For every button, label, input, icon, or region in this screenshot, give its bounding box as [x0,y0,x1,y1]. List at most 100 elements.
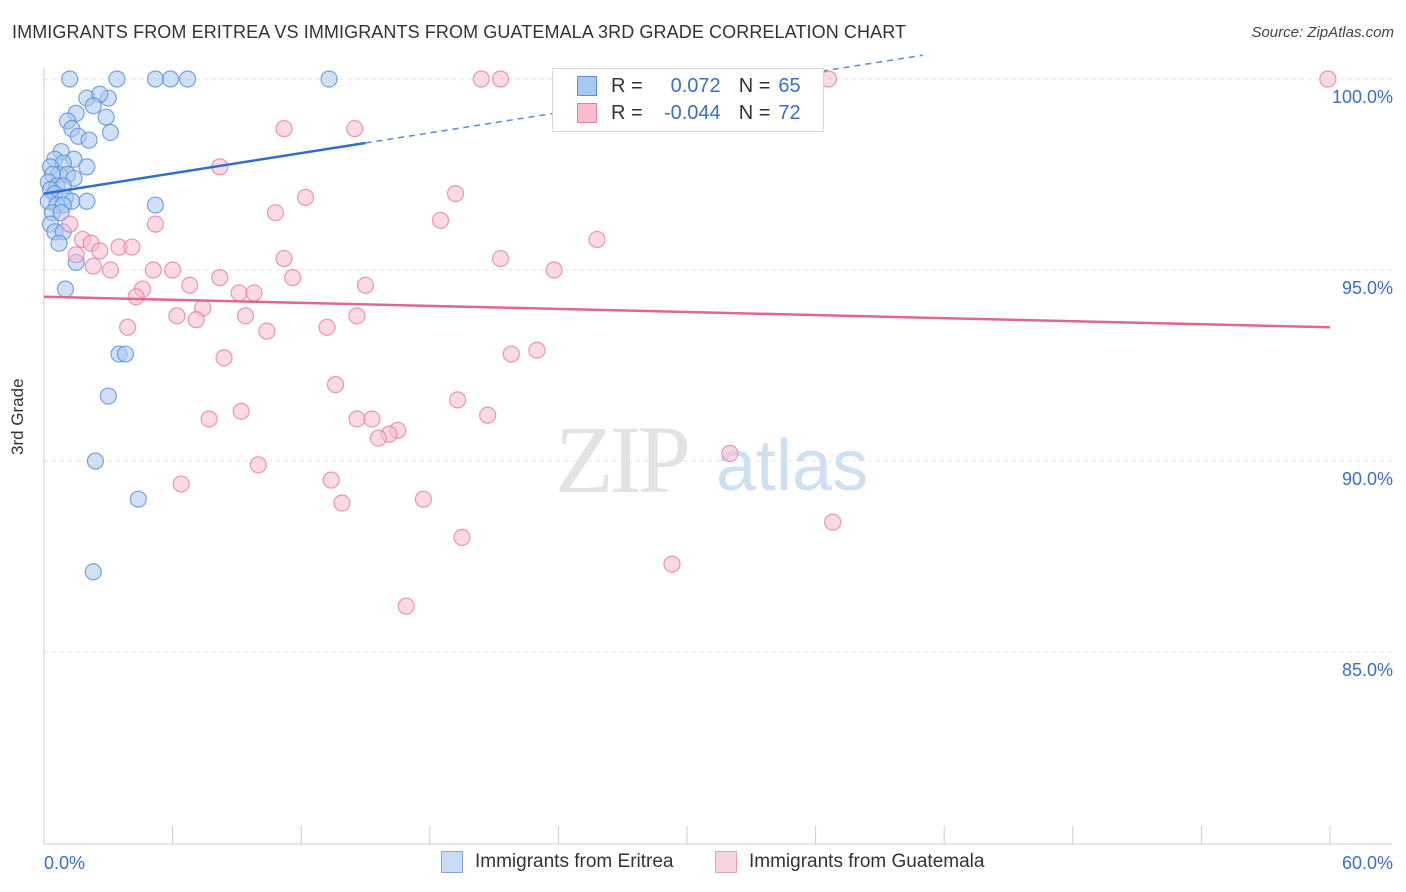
eritrea-point [80,131,98,149]
x-tick-label: 60.0% [1342,853,1393,873]
series-name-eritrea: Immigrants from Eritrea [475,851,674,872]
legend-r-label: R = [611,101,643,124]
guatemala-point [275,120,293,138]
guatemala-point [318,318,336,336]
guatemala-point [266,204,285,222]
eritrea-point [56,280,75,298]
guatemala-point [356,276,375,294]
legend-n-label: N = [738,74,771,97]
legend-r-label: R = [611,74,643,97]
eritrea-trend-solid [43,141,366,195]
eritrea-point [146,70,165,88]
y-tick-label: 100.0% [1332,87,1393,107]
guatemala-point [663,555,681,573]
guatemala-point [61,215,79,233]
guatemala-point [348,410,366,428]
eritrea-point [61,70,79,88]
guatemala-point [236,307,255,325]
legend-n-label: N = [738,101,771,124]
tick-labels: 85.0% 90.0% 95.0% 100.0% 0.0% 60.0% [44,87,1393,873]
eritrea-point [50,234,68,252]
guatemala-point [472,70,490,88]
guatemala-point [200,410,218,428]
guatemala-point [84,257,102,275]
guatemala-point [296,188,315,207]
eritrea-point [97,108,115,126]
chart-title: IMMIGRANTS FROM ERITREA VS IMMIGRANTS FR… [12,22,907,42]
guatemala-point [479,406,497,424]
guatemala-point [348,307,366,325]
legend-r-value-guatemala: -0.044 [663,101,721,124]
y-tick-label: 90.0% [1342,469,1393,489]
axes [43,68,1392,845]
guatemala-point [502,345,520,363]
guatemala-point [211,269,229,287]
guatemala-point [144,261,162,279]
eritrea-point [99,387,117,405]
guatemala-point [333,494,351,512]
guatemala-point [232,402,250,420]
guatemala-point [414,490,432,508]
guatemala-point [127,288,145,306]
guatemala-point [91,242,109,260]
guatemala-point [249,456,267,474]
legend-n-value-guatemala: 72 [778,101,801,124]
eritrea-point [52,204,70,222]
series-swatch-eritrea [441,851,463,873]
guatemala-point [1319,70,1337,88]
eritrea-point [116,345,135,363]
guatemala-point [215,349,233,367]
source-label: Source: ZipAtlas.com [1251,24,1394,41]
watermark-zip: ZIP [555,406,688,513]
legend-swatch-eritrea [577,76,597,96]
guatemala-point [284,269,302,287]
guatemala-point [545,261,563,279]
guatemala-point [369,429,387,447]
guatemala-point [146,215,165,233]
guatemala-point [123,238,141,256]
guatemala-point [164,261,182,279]
guatemala-point [168,307,186,325]
series-legend-guatemala: Immigrants from Guatemala [715,851,984,873]
guatemala-point [824,513,842,531]
eritrea-point [86,452,105,470]
guatemala-point [101,261,120,279]
guatemala-point [230,284,248,302]
eritrea-point [129,490,147,508]
legend-row-eritrea: R = 0.072 N = 65 [577,73,801,99]
x-tick-label: 0.0% [44,853,85,873]
guatemala-point [322,471,340,489]
legend-swatch-guatemala [577,103,597,123]
data-points [39,70,1337,615]
series-swatch-guatemala [715,851,737,873]
guatemala-point [446,185,465,203]
guatemala-point [449,391,467,409]
eritrea-point [78,158,96,176]
stats-legend: R = 0.072 N = 65 R = -0.044 N = 72 [552,68,824,132]
guatemala-point [453,528,471,547]
y-axis-label: 3rd Grade [8,378,27,455]
guatemala-point [363,410,381,428]
eritrea-point [146,196,165,214]
trend-lines [43,54,1331,329]
legend-r-value-eritrea: 0.072 [670,74,721,97]
guatemala-point [721,444,739,462]
eritrea-point [320,70,338,88]
guatemala-point [326,376,345,394]
guatemala-point [172,475,190,493]
guatemala-point [181,276,199,294]
legend-row-guatemala: R = -0.044 N = 72 [577,100,801,126]
eritrea-point [84,563,102,581]
guatemala-point [67,246,85,264]
eritrea-point [101,123,120,142]
y-tick-label: 95.0% [1342,278,1393,298]
eritrea-point [161,70,180,88]
eritrea-point [108,70,126,88]
guatemala-point [275,249,293,268]
guatemala-trend [43,295,1331,329]
guatemala-point [258,322,276,340]
eritrea-point [179,70,197,88]
watermark-atlas: atlas [716,426,868,506]
guatemala-point [588,230,606,249]
